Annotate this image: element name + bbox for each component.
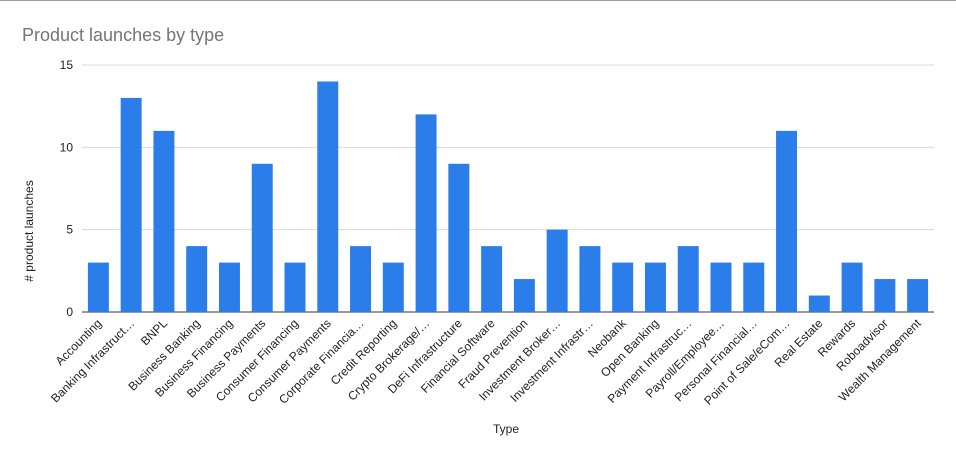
bar (644, 262, 666, 312)
bar (677, 246, 699, 312)
chart-title: Product launches by type (22, 25, 224, 45)
y-axis-label: # product launches (22, 180, 36, 281)
bar (120, 97, 142, 312)
y-tick-label: 15 (60, 58, 74, 72)
bar (841, 262, 863, 312)
bar (317, 81, 339, 312)
bar (251, 163, 273, 312)
bar (481, 246, 503, 312)
bar (743, 262, 765, 312)
bar (350, 246, 372, 312)
bar (448, 163, 470, 312)
y-tick-label: 5 (66, 223, 73, 237)
bar (579, 246, 601, 312)
bar (153, 130, 175, 312)
bar (87, 262, 109, 312)
bar (382, 262, 404, 312)
bar (284, 262, 306, 312)
y-tick-labels: 0 5 10 15 (60, 58, 74, 319)
bar (186, 246, 208, 312)
bar (218, 262, 240, 312)
bars (87, 81, 929, 313)
x-axis-label: Type (493, 422, 519, 436)
bar (546, 229, 568, 312)
bar (612, 262, 634, 312)
bar (415, 114, 437, 313)
bar (907, 279, 929, 312)
bar (808, 295, 830, 312)
y-tick-label: 10 (60, 140, 74, 154)
bar (874, 279, 896, 312)
grid-lines (82, 64, 934, 313)
y-tick-label: 0 (66, 305, 73, 319)
bar (776, 130, 798, 312)
bar (710, 262, 732, 312)
bar (513, 279, 535, 312)
